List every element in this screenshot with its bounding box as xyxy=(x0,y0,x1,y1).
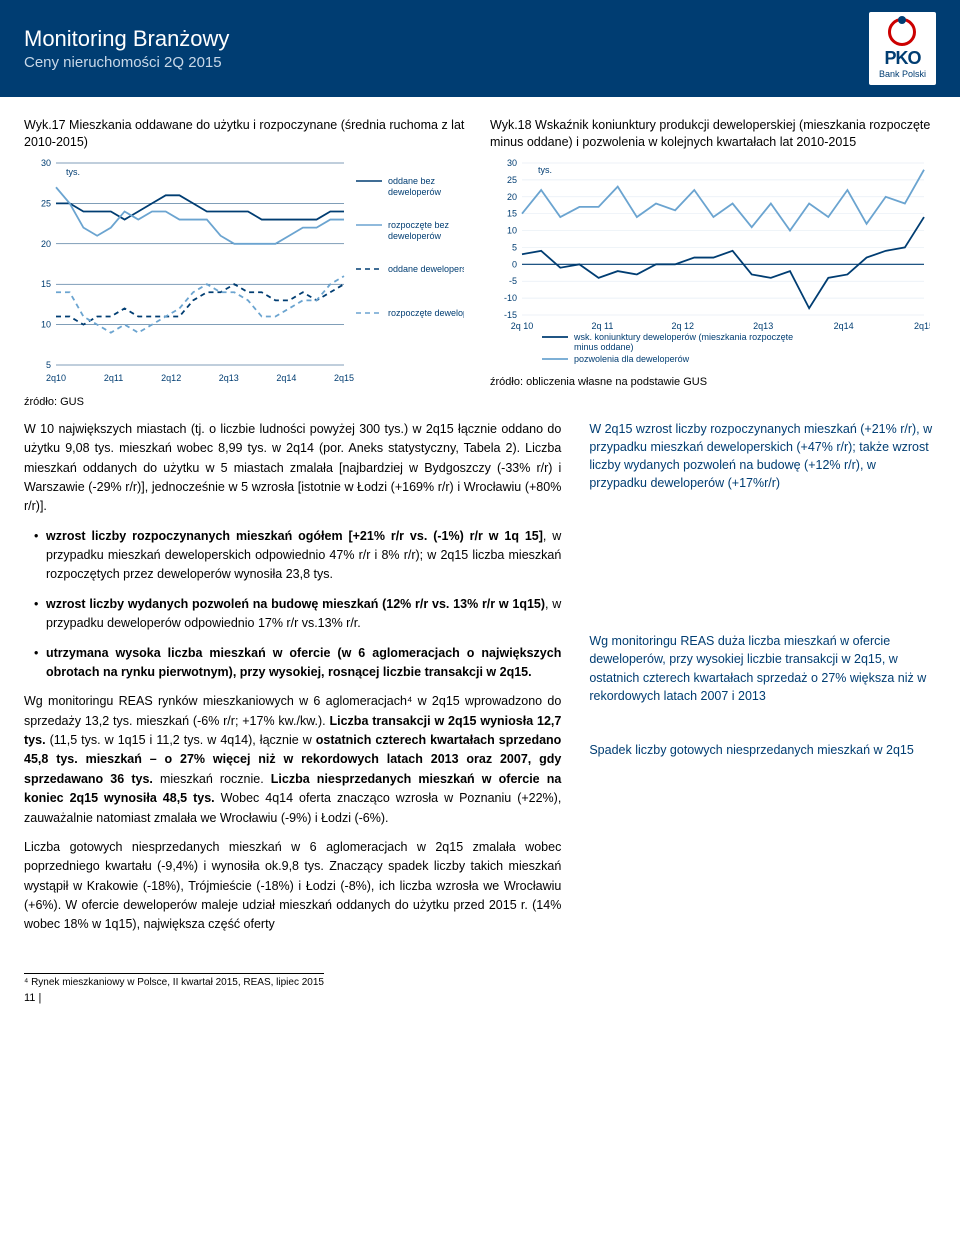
svg-text:20: 20 xyxy=(507,192,517,202)
svg-text:rozpoczęte deweloperskie: rozpoczęte deweloperskie xyxy=(388,308,464,318)
svg-text:tys.: tys. xyxy=(538,165,552,175)
svg-text:25: 25 xyxy=(41,198,51,208)
svg-text:15: 15 xyxy=(41,279,51,289)
body-left-column: W 10 największych miastach (tj. o liczbi… xyxy=(24,420,561,945)
svg-text:20: 20 xyxy=(41,239,51,249)
svg-text:oddane deweloperskie: oddane deweloperskie xyxy=(388,264,464,274)
svg-text:5: 5 xyxy=(512,242,517,252)
chart-17-svg: 5 10 15 20 25 30 2q10 2q11 2q12 2q13 2q14 2q15 tys. o… xyxy=(24,157,464,387)
logo-main: PKO xyxy=(879,48,926,69)
para-4: utrzymana wysoka liczba mieszkań w oferc… xyxy=(24,644,561,683)
doc-subtitle: Ceny nieruchomości 2Q 2015 xyxy=(24,54,229,71)
svg-text:2q 12: 2q 12 xyxy=(672,321,695,331)
page-number: 11 | xyxy=(24,992,936,1004)
svg-text:2q14: 2q14 xyxy=(276,373,296,383)
svg-text:-15: -15 xyxy=(504,310,517,320)
svg-text:10: 10 xyxy=(507,225,517,235)
svg-text:2q14: 2q14 xyxy=(834,321,854,331)
svg-text:deweloperów: deweloperów xyxy=(388,231,442,241)
svg-text:pozwolenia dla deweloperów: pozwolenia dla deweloperów xyxy=(574,354,690,364)
para-1: W 10 największych miastach (tj. o liczbi… xyxy=(24,420,561,517)
logo-circle-icon xyxy=(888,18,916,46)
doc-title: Monitoring Branżowy xyxy=(24,26,229,52)
svg-text:10: 10 xyxy=(41,319,51,329)
svg-text:-10: -10 xyxy=(504,293,517,303)
svg-text:25: 25 xyxy=(507,175,517,185)
svg-text:2q11: 2q11 xyxy=(104,373,123,383)
svg-text:2q13: 2q13 xyxy=(753,321,773,331)
svg-text:30: 30 xyxy=(41,158,51,168)
svg-text:2q15: 2q15 xyxy=(914,321,930,331)
svg-text:15: 15 xyxy=(507,208,517,218)
body-row: W 10 największych miastach (tj. o liczbi… xyxy=(24,420,936,945)
svg-text:2q12: 2q12 xyxy=(161,373,181,383)
bank-logo: PKO Bank Polski xyxy=(869,12,936,85)
chart-17-source: źródło: GUS xyxy=(24,396,470,408)
svg-text:2q15: 2q15 xyxy=(334,373,354,383)
header-titles: Monitoring Branżowy Ceny nieruchomości 2… xyxy=(24,26,229,71)
logo-sub: Bank Polski xyxy=(879,69,926,79)
side-note-2: Wg monitoringu REAS duża liczba mieszkań… xyxy=(589,632,936,705)
svg-text:0: 0 xyxy=(512,259,517,269)
svg-text:2q 10: 2q 10 xyxy=(511,321,534,331)
svg-text:30: 30 xyxy=(507,158,517,168)
svg-text:-5: -5 xyxy=(509,276,517,286)
body-right-column: W 2q15 wzrost liczby rozpoczynanych mies… xyxy=(589,420,936,945)
page-header: Monitoring Branżowy Ceny nieruchomości 2… xyxy=(0,0,960,97)
chart-18-svg: -15 -10 -5 0 5 10 15 20 25 30 2q 10 2q 11 2q 12 2q13 2… xyxy=(490,157,930,367)
svg-text:2q 11: 2q 11 xyxy=(591,321,613,331)
chart-17-block: Wyk.17 Mieszkania oddawane do użytku i r… xyxy=(24,117,470,408)
svg-text:2q10: 2q10 xyxy=(46,373,66,383)
svg-text:rozpoczęte bez: rozpoczęte bez xyxy=(388,220,450,230)
svg-text:tys.: tys. xyxy=(66,167,80,177)
para-5: Wg monitoringu REAS rynków mieszkaniowyc… xyxy=(24,692,561,828)
svg-text:oddane bez: oddane bez xyxy=(388,176,436,186)
page-content: Wyk.17 Mieszkania oddawane do użytku i r… xyxy=(0,97,960,1024)
para-2: wzrost liczby rozpoczynanych mieszkań og… xyxy=(24,527,561,585)
footnote: ⁴ Rynek mieszkaniowy w Polsce, II kwarta… xyxy=(24,973,324,988)
svg-text:5: 5 xyxy=(46,360,51,370)
chart-17-title: Wyk.17 Mieszkania oddawane do użytku i r… xyxy=(24,117,470,151)
svg-text:minus oddane): minus oddane) xyxy=(574,342,634,352)
svg-text:2q13: 2q13 xyxy=(219,373,239,383)
para-6: Liczba gotowych niesprzedanych mieszkań … xyxy=(24,838,561,935)
svg-text:deweloperów: deweloperów xyxy=(388,187,442,197)
svg-text:wsk. koniunktury deweloperów (: wsk. koniunktury deweloperów (mieszkania… xyxy=(573,332,793,342)
charts-row: Wyk.17 Mieszkania oddawane do użytku i r… xyxy=(24,117,936,408)
chart-18-block: Wyk.18 Wskaźnik koniunktury produkcji de… xyxy=(490,117,936,408)
side-note-1: W 2q15 wzrost liczby rozpoczynanych mies… xyxy=(589,420,936,493)
para-3: wzrost liczby wydanych pozwoleń na budow… xyxy=(24,595,561,634)
chart-18-title: Wyk.18 Wskaźnik koniunktury produkcji de… xyxy=(490,117,936,151)
side-note-3: Spadek liczby gotowych niesprzedanych mi… xyxy=(589,741,936,759)
chart-18-source: źródło: obliczenia własne na podstawie G… xyxy=(490,376,936,388)
